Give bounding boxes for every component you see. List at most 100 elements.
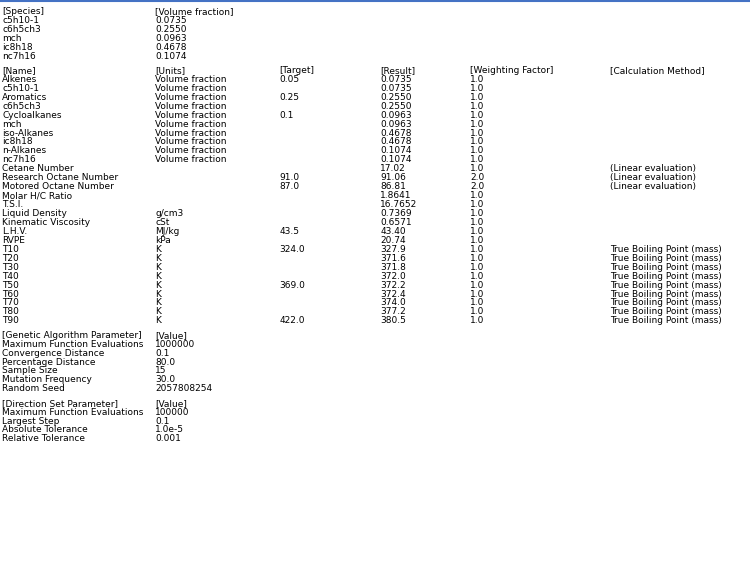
Text: Cycloalkanes: Cycloalkanes xyxy=(2,111,62,119)
Text: 1.0e-5: 1.0e-5 xyxy=(155,425,184,434)
Text: 1.0: 1.0 xyxy=(470,164,484,173)
Text: T70: T70 xyxy=(2,298,20,308)
Text: 327.9: 327.9 xyxy=(380,245,406,254)
Text: [Direction Set Parameter]: [Direction Set Parameter] xyxy=(2,399,118,407)
Text: Volume fraction: Volume fraction xyxy=(155,93,226,102)
Text: 2057808254: 2057808254 xyxy=(155,384,212,394)
Text: Sample Size: Sample Size xyxy=(2,366,58,376)
Text: 0.6571: 0.6571 xyxy=(380,218,412,227)
Text: n-Alkanes: n-Alkanes xyxy=(2,147,46,155)
Text: c5h10-1: c5h10-1 xyxy=(2,84,39,93)
Text: 1.0: 1.0 xyxy=(470,84,484,93)
Text: 324.0: 324.0 xyxy=(280,245,305,254)
Text: 1.0: 1.0 xyxy=(470,298,484,308)
Text: T50: T50 xyxy=(2,280,20,290)
Text: RVPE: RVPE xyxy=(2,236,26,245)
Text: 0.0735: 0.0735 xyxy=(155,16,187,25)
Text: T30: T30 xyxy=(2,263,20,272)
Text: 374.0: 374.0 xyxy=(380,298,406,308)
Text: 1.0: 1.0 xyxy=(470,290,484,298)
Text: 0.0963: 0.0963 xyxy=(380,119,412,129)
Text: (Linear evaluation): (Linear evaluation) xyxy=(610,173,696,182)
Text: 1.0: 1.0 xyxy=(470,102,484,111)
Text: K: K xyxy=(155,263,161,272)
Text: c6h5ch3: c6h5ch3 xyxy=(2,102,41,111)
Text: 16.7652: 16.7652 xyxy=(380,200,418,209)
Text: [Genetic Algorithm Parameter]: [Genetic Algorithm Parameter] xyxy=(2,331,142,340)
Text: [Species]: [Species] xyxy=(2,7,44,16)
Text: [Units]: [Units] xyxy=(155,66,185,75)
Text: 20.74: 20.74 xyxy=(380,236,406,245)
Text: 1.0: 1.0 xyxy=(470,308,484,316)
Text: 380.5: 380.5 xyxy=(380,316,406,325)
Text: 17.02: 17.02 xyxy=(380,164,406,173)
Text: K: K xyxy=(155,272,161,280)
Text: [Volume fraction]: [Volume fraction] xyxy=(155,7,234,16)
Text: T40: T40 xyxy=(2,272,19,280)
Text: nc7h16: nc7h16 xyxy=(2,155,36,164)
Text: Alkenes: Alkenes xyxy=(2,75,38,84)
Text: Kinematic Viscosity: Kinematic Viscosity xyxy=(2,218,90,227)
Text: 0.1: 0.1 xyxy=(280,111,294,119)
Text: Motored Octane Number: Motored Octane Number xyxy=(2,182,114,191)
Text: MJ/kg: MJ/kg xyxy=(155,227,180,236)
Text: 91.0: 91.0 xyxy=(280,173,300,182)
Text: 0.4678: 0.4678 xyxy=(380,137,412,147)
Text: Random Seed: Random Seed xyxy=(2,384,65,394)
Text: 1000000: 1000000 xyxy=(155,340,196,349)
Text: 369.0: 369.0 xyxy=(280,280,306,290)
Text: ic8h18: ic8h18 xyxy=(2,137,33,147)
Text: 0.1074: 0.1074 xyxy=(380,147,412,155)
Text: 372.0: 372.0 xyxy=(380,272,406,280)
Text: 0.1074: 0.1074 xyxy=(380,155,412,164)
Text: 1.0: 1.0 xyxy=(470,245,484,254)
Text: K: K xyxy=(155,308,161,316)
Text: 1.0: 1.0 xyxy=(470,191,484,200)
Text: True Boiling Point (mass): True Boiling Point (mass) xyxy=(610,298,722,308)
Text: 372.2: 372.2 xyxy=(380,280,406,290)
Text: 0.4678: 0.4678 xyxy=(155,43,187,52)
Text: 371.6: 371.6 xyxy=(380,254,406,263)
Text: K: K xyxy=(155,290,161,298)
Text: 0.0963: 0.0963 xyxy=(380,111,412,119)
Text: 422.0: 422.0 xyxy=(280,316,305,325)
Text: 371.8: 371.8 xyxy=(380,263,406,272)
Text: 1.0: 1.0 xyxy=(470,129,484,137)
Text: nc7h16: nc7h16 xyxy=(2,51,36,61)
Text: Percentage Distance: Percentage Distance xyxy=(2,358,96,366)
Text: Maximum Function Evaluations: Maximum Function Evaluations xyxy=(2,340,144,349)
Text: [Calculation Method]: [Calculation Method] xyxy=(610,66,704,75)
Text: Convergence Distance: Convergence Distance xyxy=(2,349,104,358)
Text: Liquid Density: Liquid Density xyxy=(2,209,68,218)
Text: mch: mch xyxy=(2,119,22,129)
Text: 87.0: 87.0 xyxy=(280,182,300,191)
Text: [Result]: [Result] xyxy=(380,66,416,75)
Text: 1.0: 1.0 xyxy=(470,119,484,129)
Text: 80.0: 80.0 xyxy=(155,358,176,366)
Text: Volume fraction: Volume fraction xyxy=(155,75,226,84)
Text: K: K xyxy=(155,254,161,263)
Text: Cetane Number: Cetane Number xyxy=(2,164,74,173)
Text: 1.0: 1.0 xyxy=(470,200,484,209)
Text: 1.0: 1.0 xyxy=(470,111,484,119)
Text: Volume fraction: Volume fraction xyxy=(155,155,226,164)
Text: 0.4678: 0.4678 xyxy=(380,129,412,137)
Text: Volume fraction: Volume fraction xyxy=(155,129,226,137)
Text: (Linear evaluation): (Linear evaluation) xyxy=(610,164,696,173)
Text: 1.0: 1.0 xyxy=(470,272,484,280)
Text: T90: T90 xyxy=(2,316,20,325)
Text: 1.0: 1.0 xyxy=(470,316,484,325)
Text: Volume fraction: Volume fraction xyxy=(155,119,226,129)
Text: [Weighting Factor]: [Weighting Factor] xyxy=(470,66,554,75)
Text: 0.05: 0.05 xyxy=(280,75,300,84)
Text: 1.0: 1.0 xyxy=(470,93,484,102)
Text: [Target]: [Target] xyxy=(280,66,315,75)
Text: Aromatics: Aromatics xyxy=(2,93,47,102)
Text: True Boiling Point (mass): True Boiling Point (mass) xyxy=(610,290,722,298)
Text: g/cm3: g/cm3 xyxy=(155,209,184,218)
Text: K: K xyxy=(155,245,161,254)
Text: Relative Tolerance: Relative Tolerance xyxy=(2,434,86,443)
Text: K: K xyxy=(155,316,161,325)
Text: 1.0: 1.0 xyxy=(470,218,484,227)
Text: 0.2550: 0.2550 xyxy=(155,25,187,34)
